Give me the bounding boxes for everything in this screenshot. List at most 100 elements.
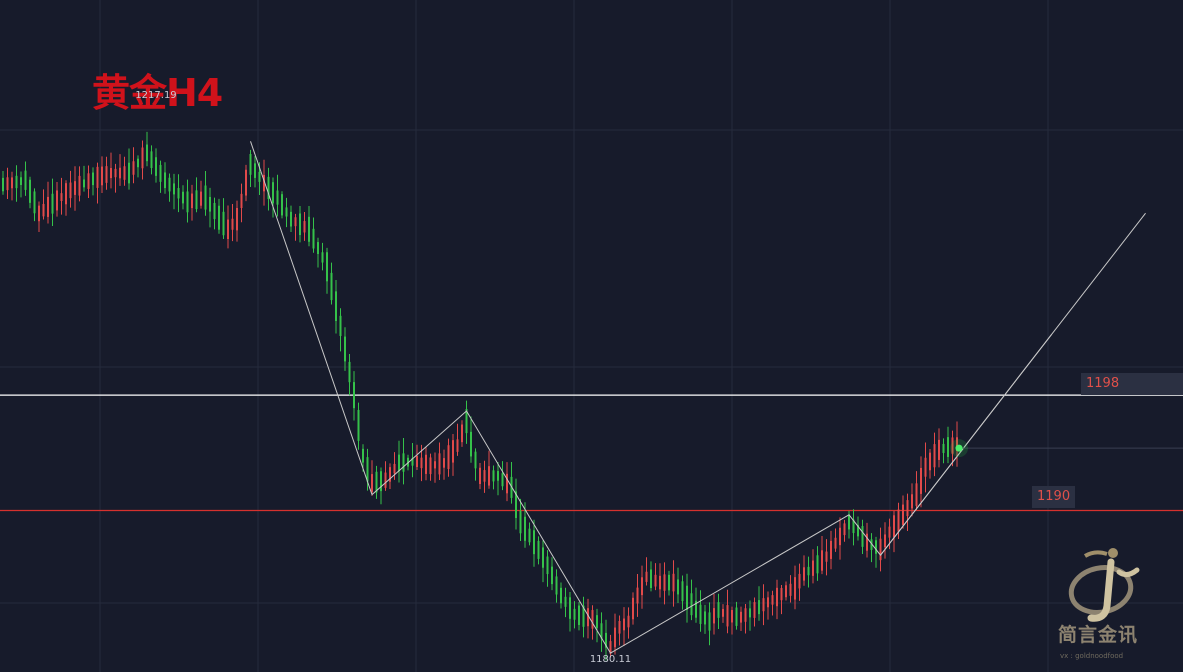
candle-body: [15, 175, 18, 189]
candle-body: [33, 191, 36, 214]
candle-body: [236, 208, 238, 231]
candle-body: [330, 272, 333, 301]
candle-body: [749, 608, 751, 618]
candle-body: [641, 577, 643, 596]
candle-body: [465, 409, 468, 434]
candle-body: [2, 177, 4, 192]
candle-body: [654, 574, 657, 587]
candle-body: [204, 185, 207, 210]
candle-body: [803, 567, 805, 581]
candle-body: [758, 600, 760, 615]
candle-body: [155, 157, 157, 176]
candle-body: [542, 547, 544, 568]
candle-body: [569, 597, 571, 619]
candle-body: [128, 162, 130, 184]
candle-body: [677, 579, 679, 595]
candle-body: [726, 605, 729, 627]
candle-body: [767, 597, 769, 608]
candle-body: [564, 596, 567, 607]
candle-body: [893, 515, 895, 538]
candle-body: [744, 608, 747, 622]
candle-body: [528, 528, 531, 543]
candle-body: [227, 219, 229, 240]
candle-body: [114, 168, 117, 178]
candle-body: [897, 509, 900, 532]
candle-body: [929, 452, 931, 471]
candle-body: [69, 182, 72, 199]
candle-body: [87, 173, 90, 189]
candle-body: [299, 213, 301, 236]
candle-body: [596, 615, 598, 628]
candle-body: [38, 205, 40, 222]
candle-body: [906, 500, 909, 517]
candle-body: [686, 585, 688, 610]
candle-body: [20, 177, 22, 185]
candle-body: [735, 607, 738, 626]
candle-body: [105, 166, 108, 183]
candle-body: [884, 534, 886, 548]
candle-body: [659, 575, 661, 590]
candle-body: [146, 144, 148, 162]
candle-body: [173, 183, 175, 195]
candle-body: [222, 211, 225, 236]
candle-body: [110, 168, 112, 179]
candle-body: [92, 172, 94, 186]
candle-body: [267, 176, 270, 200]
candle-body: [902, 504, 904, 526]
candle-body: [366, 457, 369, 482]
candle-body: [137, 158, 139, 168]
candle-body: [492, 470, 495, 482]
candle-body: [708, 612, 711, 631]
candle-body: [816, 555, 819, 574]
candle-body: [42, 203, 45, 217]
candle-body: [51, 193, 54, 214]
candle-body: [933, 444, 936, 468]
candle-body: [794, 577, 796, 600]
candle-body: [879, 538, 882, 561]
candle-body: [668, 574, 670, 591]
candle-body: [132, 161, 135, 175]
candle-body: [461, 424, 463, 443]
watermark-text: 简言金讯: [1058, 624, 1139, 646]
candle-body: [200, 191, 202, 206]
horizontal-levels: [0, 394, 1183, 512]
candle-body: [425, 454, 427, 474]
candle-body: [402, 453, 405, 472]
candle-body: [429, 457, 432, 475]
candle-body: [56, 190, 58, 211]
candle-body: [168, 177, 171, 192]
candle-body: [456, 439, 459, 452]
candle-body: [164, 172, 166, 189]
candle-body: [780, 588, 783, 601]
candle-body: [852, 519, 855, 534]
candle-body: [434, 461, 436, 469]
candle-body: [398, 454, 400, 472]
candle-body: [627, 615, 630, 628]
candle-body: [519, 510, 522, 534]
candle-body: [78, 175, 81, 196]
candle-body: [753, 602, 756, 618]
candle-body: [551, 566, 553, 585]
candle-body: [290, 211, 292, 227]
candle-body: [699, 604, 702, 624]
candle-body: [537, 540, 540, 559]
candle-body: [956, 437, 958, 452]
candle-body: [605, 632, 607, 648]
candle-body: [681, 581, 684, 602]
candle-body: [857, 524, 859, 537]
candle-body: [416, 455, 418, 467]
candle-body: [866, 533, 868, 551]
candle-body: [420, 457, 423, 469]
candle-body: [839, 527, 841, 546]
candle-body: [812, 560, 814, 576]
candle-body: [339, 315, 342, 336]
candle-body: [254, 163, 256, 178]
trend-lines: [250, 141, 1146, 654]
candle-body: [335, 291, 337, 322]
candle-body: [497, 471, 499, 481]
candle-body: [870, 539, 873, 550]
candle-body: [371, 474, 373, 493]
candle-body: [645, 571, 648, 582]
watermark-logo-icon: [1068, 548, 1140, 622]
